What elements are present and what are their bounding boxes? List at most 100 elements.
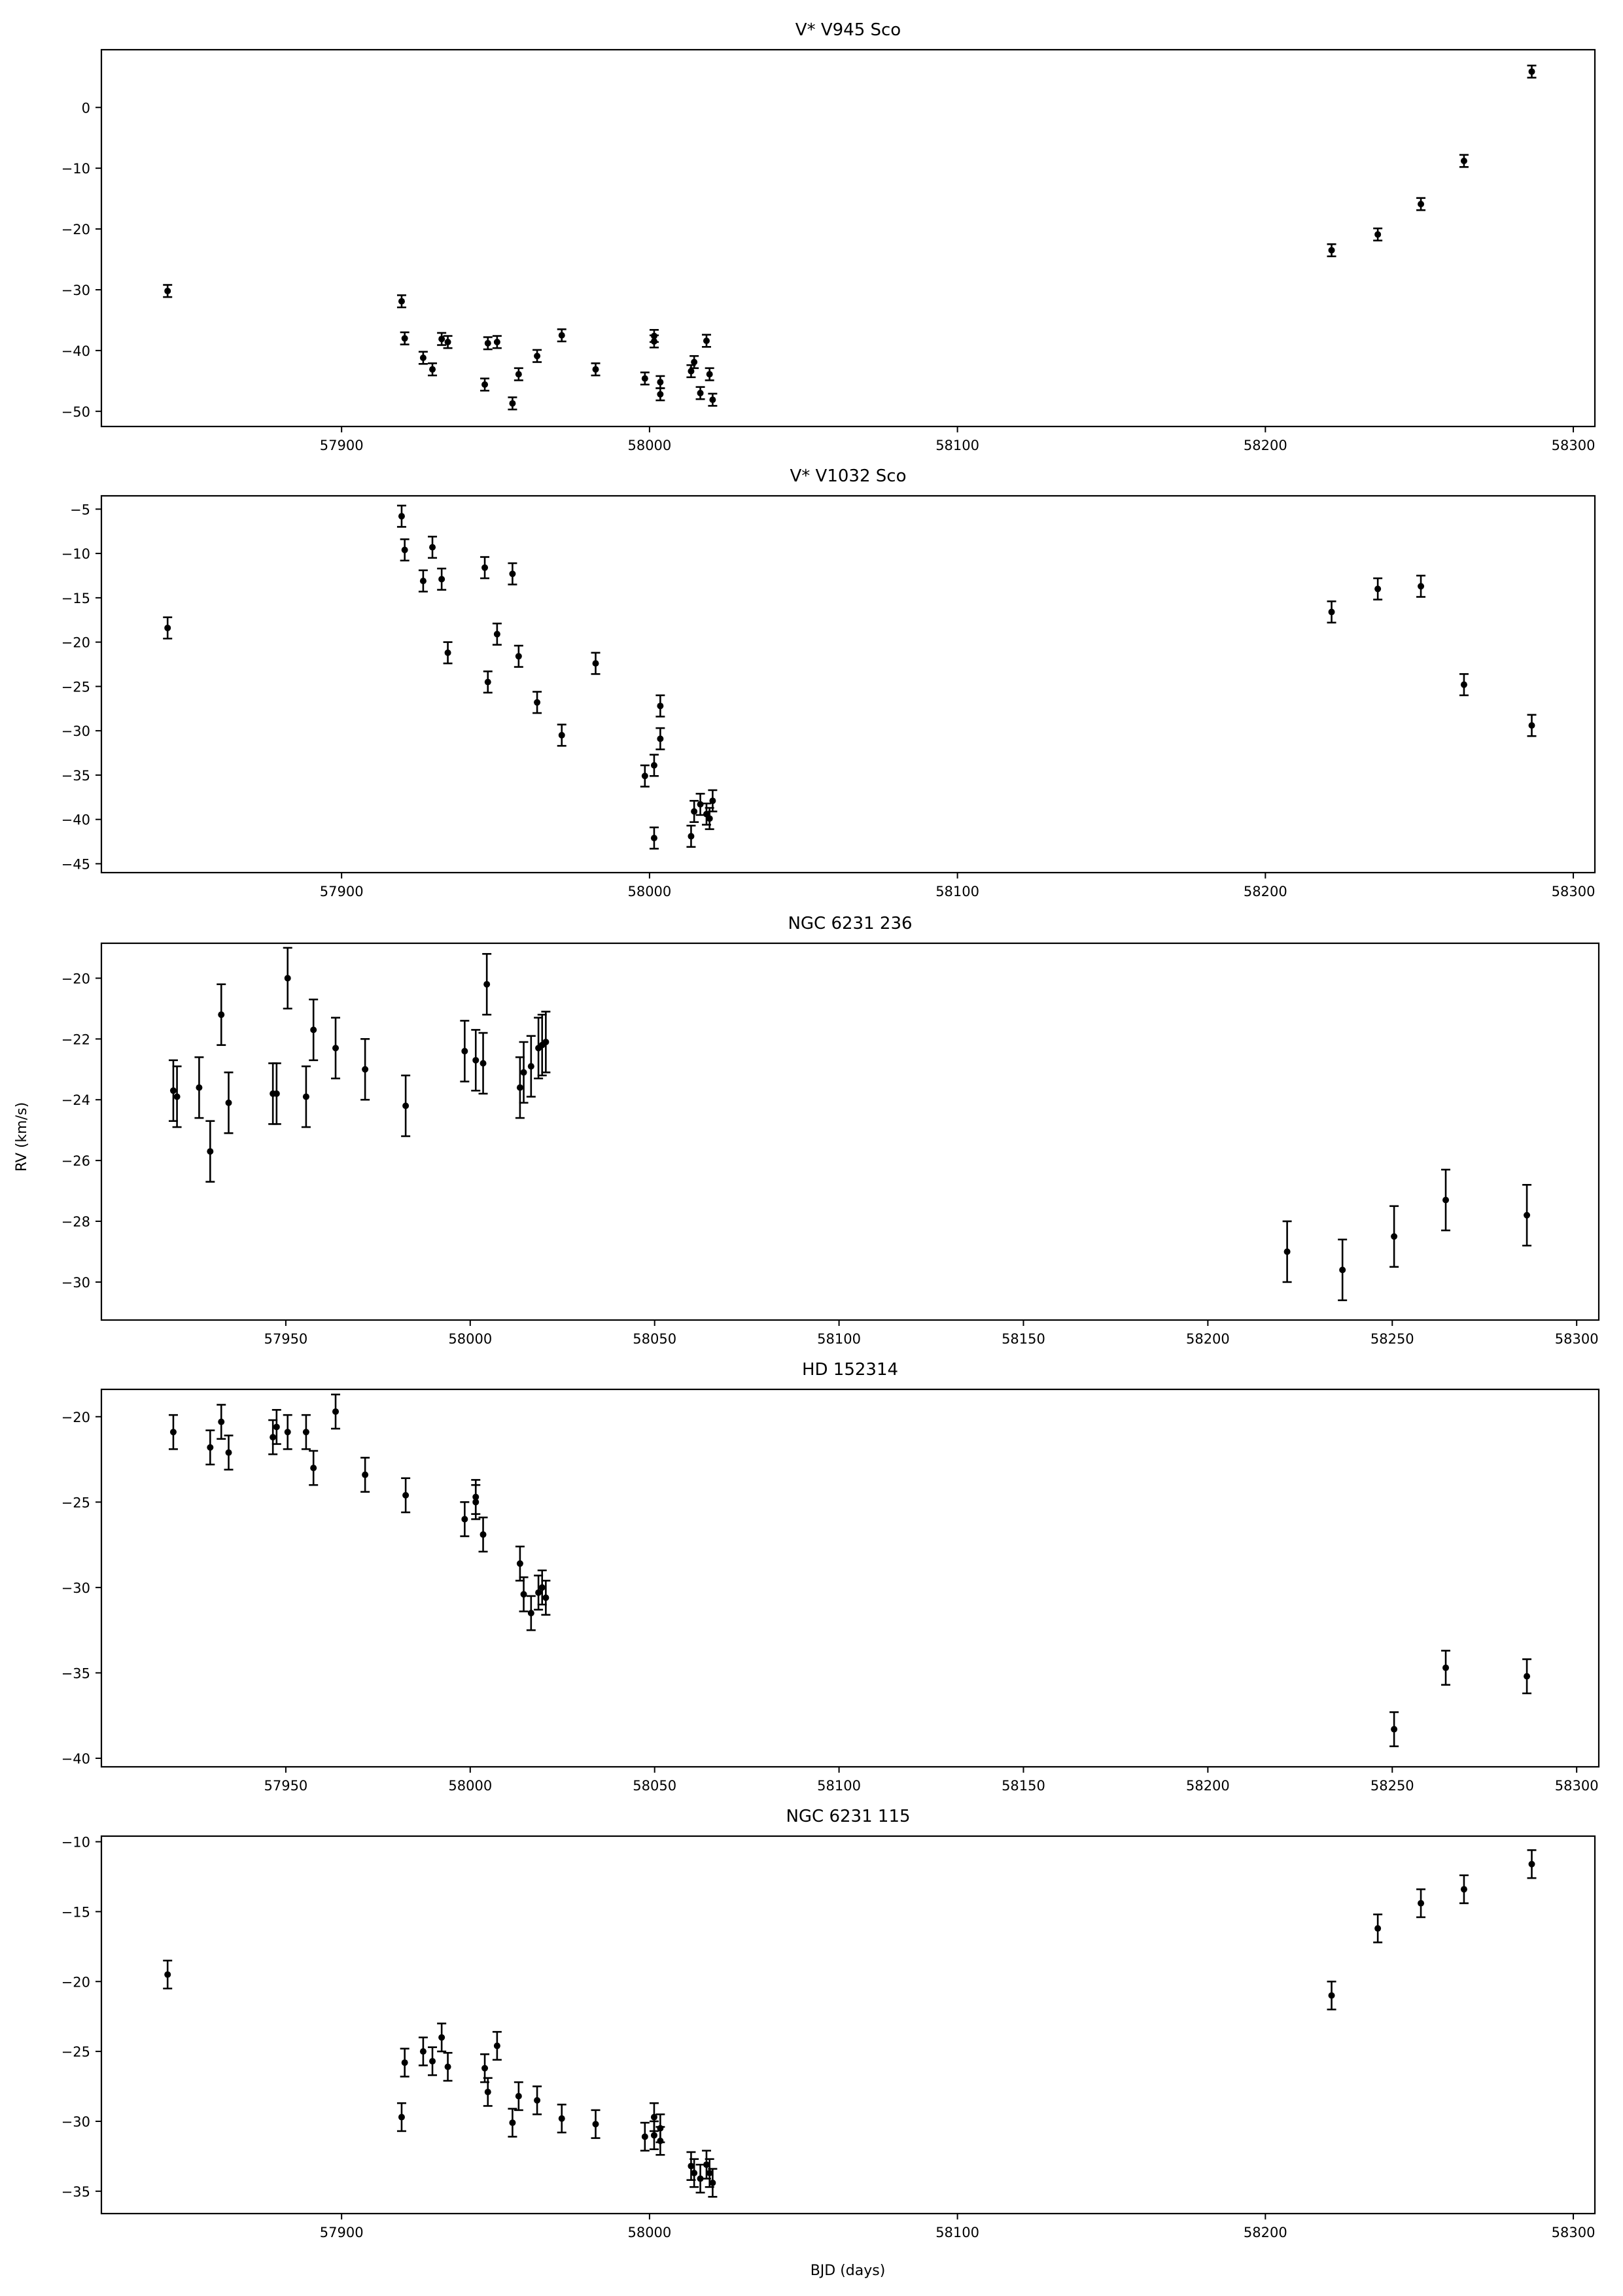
data-point <box>401 335 408 342</box>
x-tick-label: 58100 <box>935 2225 979 2240</box>
data-point <box>273 1423 280 1431</box>
data-point <box>520 1069 527 1076</box>
data-point <box>641 2133 648 2140</box>
data-point <box>164 624 171 631</box>
data-point <box>515 371 522 378</box>
y-tick-label: −35 <box>61 768 90 784</box>
data-point <box>398 298 405 305</box>
data-point <box>650 338 657 345</box>
data-point <box>402 1102 410 1109</box>
data-point <box>207 1444 214 1451</box>
data-point <box>516 1084 523 1091</box>
data-point <box>709 396 716 404</box>
x-tick-label: 58300 <box>1552 438 1596 453</box>
data-point <box>398 2113 405 2121</box>
chart-title: V* V1032 Sco <box>790 466 907 486</box>
y-tick-label: −50 <box>61 404 90 420</box>
data-point <box>657 703 664 710</box>
data-point <box>515 653 522 660</box>
y-tick-label: −25 <box>61 679 90 695</box>
x-tick-label: 58250 <box>1370 1331 1414 1347</box>
x-tick-label: 58200 <box>1244 2225 1287 2240</box>
data-point <box>302 1093 309 1100</box>
data-point <box>691 808 698 815</box>
data-point <box>558 332 565 339</box>
y-tick-label: −20 <box>61 1410 90 1425</box>
data-point <box>481 381 489 388</box>
y-tick-label: −30 <box>61 2114 90 2130</box>
data-point <box>1328 247 1335 254</box>
data-point <box>697 389 704 396</box>
x-tick-label: 58050 <box>633 1778 676 1794</box>
data-point <box>534 353 541 360</box>
x-axis-label: BJD (days) <box>811 2263 886 2279</box>
x-tick-label: 58300 <box>1555 1778 1599 1794</box>
x-tick-label: 58300 <box>1555 1331 1599 1347</box>
x-tick-label: 58150 <box>1002 1331 1045 1347</box>
data-point <box>527 1063 534 1070</box>
x-tick-label: 58200 <box>1186 1331 1230 1347</box>
y-tick-label: −10 <box>61 1835 90 1851</box>
chart-title: V* V945 Sco <box>795 20 901 40</box>
chart-panel: NGC 6231 115 57900 58000 58100 58200 58300 −10… <box>61 1807 1596 2240</box>
data-point <box>362 1471 369 1478</box>
data-point <box>697 2175 704 2182</box>
data-point <box>1374 1925 1382 1932</box>
data-point <box>419 355 427 362</box>
data-point <box>484 339 491 347</box>
chart-panel: V* V945 Sco 57900 58000 58100 58200 58300 0 −10… <box>61 20 1596 453</box>
chart-panel: V* V1032 Sco 57900 58000 58100 58200 58300 −5 −… <box>61 466 1596 899</box>
data-point <box>641 375 648 382</box>
data-point <box>1524 1211 1531 1219</box>
data-point <box>657 379 664 386</box>
data-point <box>1339 1266 1346 1274</box>
data-point <box>461 1047 468 1054</box>
axes-frame <box>100 1388 1600 1768</box>
data-point <box>225 1449 232 1456</box>
data-point <box>310 1465 317 1472</box>
axes-frame <box>100 48 1596 428</box>
data-point <box>438 336 445 343</box>
y-tick-label: −10 <box>61 546 90 562</box>
data-point <box>332 1045 340 1052</box>
y-tick-label: −15 <box>61 591 90 606</box>
y-tick-label: −40 <box>61 812 90 828</box>
data-point <box>484 2089 491 2096</box>
data-point <box>284 975 291 982</box>
data-point <box>225 1099 232 1106</box>
data-point <box>273 1090 280 1097</box>
y-tick-label: −24 <box>61 1092 90 1108</box>
data-point <box>558 731 565 739</box>
x-tick-label: 58100 <box>935 438 979 453</box>
y-tick-label: −5 <box>70 502 90 517</box>
data-point <box>538 1584 546 1591</box>
data-point <box>444 338 451 345</box>
data-point <box>398 513 405 520</box>
data-point <box>657 391 664 398</box>
data-point <box>641 773 648 780</box>
axes-frame <box>100 1835 1596 2215</box>
data-point <box>650 835 657 842</box>
data-point <box>534 699 541 706</box>
data-point <box>650 2113 657 2121</box>
y-tick-label: −45 <box>61 856 90 872</box>
data-point <box>218 1011 225 1018</box>
data-point <box>703 338 710 345</box>
data-point <box>509 570 516 578</box>
data-point <box>709 797 716 805</box>
data-point <box>706 2170 713 2177</box>
data-point <box>1418 200 1425 207</box>
y-tick-label: −25 <box>61 2044 90 2060</box>
x-tick-label: 57950 <box>264 1331 307 1347</box>
data-point <box>444 649 451 656</box>
data-point <box>1328 608 1335 616</box>
data-point <box>218 1418 225 1425</box>
data-point <box>472 1056 480 1064</box>
data-point <box>1528 722 1535 729</box>
data-point <box>481 564 489 571</box>
y-tick-label: −40 <box>61 343 90 359</box>
data-point <box>169 1429 177 1436</box>
data-point <box>461 1516 468 1523</box>
data-point <box>709 2179 716 2186</box>
